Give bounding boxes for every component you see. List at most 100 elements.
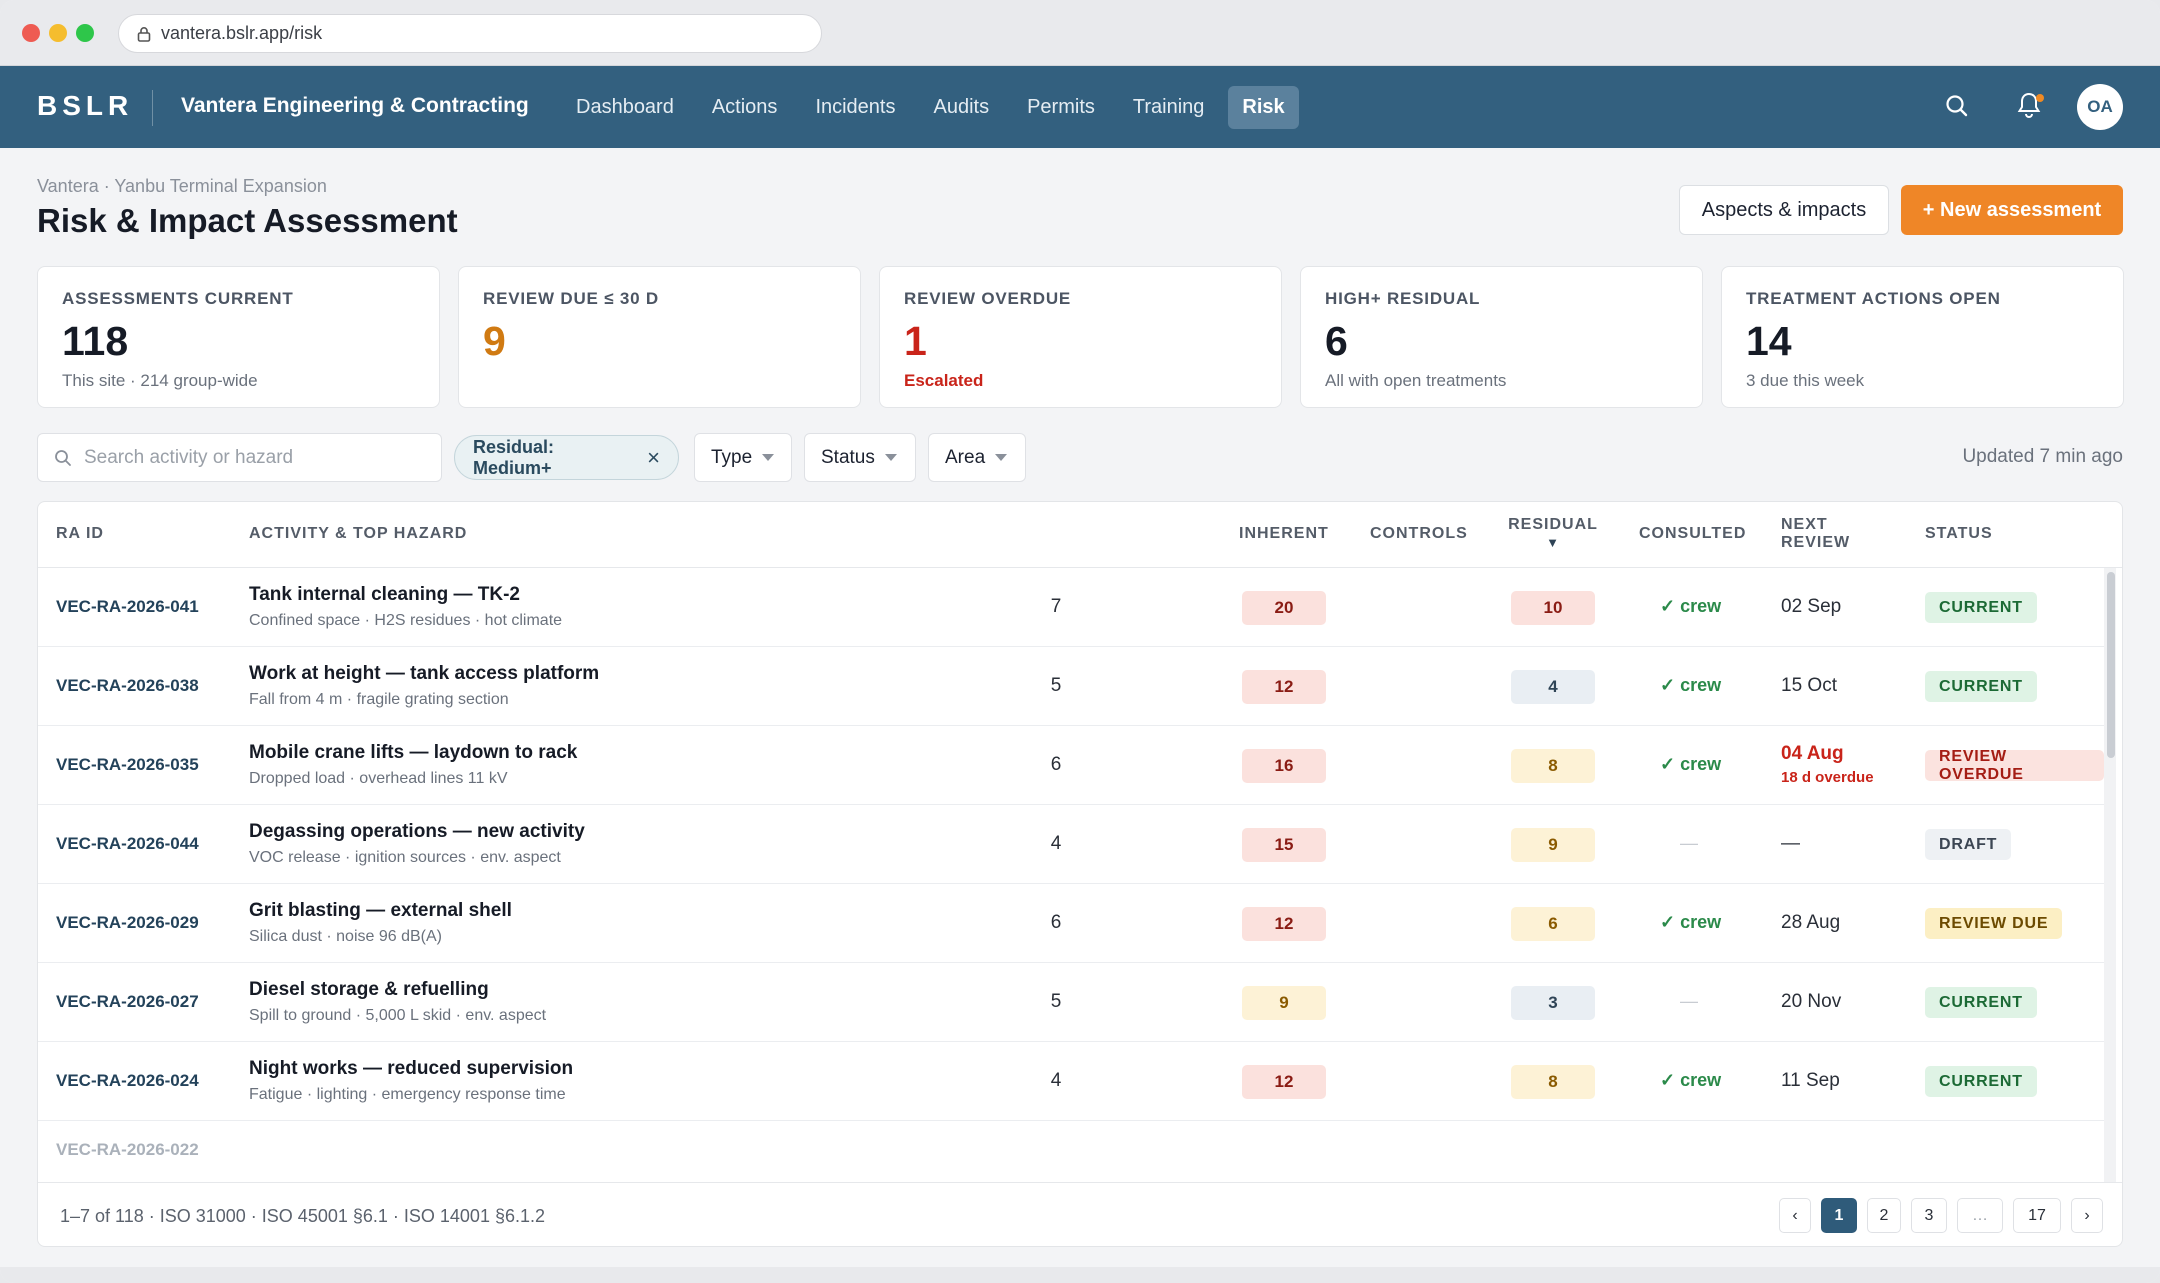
ra-id-link[interactable]: VEC-RA-2026-038 bbox=[56, 676, 199, 695]
page-button-17[interactable]: 17 bbox=[2013, 1198, 2061, 1233]
pagination-summary: 1–7 of 118 · ISO 31000 · ISO 45001 §6.1 … bbox=[60, 1206, 545, 1226]
chevron-down-icon bbox=[762, 454, 775, 461]
hazard-text: Dropped load · overhead lines 11 kV bbox=[249, 770, 508, 787]
activity-title: Tank internal cleaning — TK-2 bbox=[249, 584, 520, 605]
ra-id-link[interactable]: VEC-RA-2026-035 bbox=[56, 755, 199, 774]
ra-id-link[interactable]: VEC-RA-2026-027 bbox=[56, 992, 199, 1011]
activity-title: Mobile crane lifts — laydown to rack bbox=[249, 742, 578, 763]
nav-item-permits[interactable]: Permits bbox=[1027, 96, 1095, 118]
close-window-button[interactable] bbox=[22, 24, 40, 42]
controls-count: 7 bbox=[1050, 596, 1062, 617]
next-page-button[interactable]: › bbox=[2071, 1198, 2103, 1233]
kpi-label: REVIEW DUE ≤ 30 D bbox=[483, 289, 659, 308]
activity-title: Grit blasting — external shell bbox=[249, 900, 512, 921]
nav-item-actions[interactable]: Actions bbox=[711, 96, 778, 118]
browser-chrome: vantera.bslr.app/risk bbox=[0, 0, 2160, 66]
hazard-text: Fall from 4 m · fragile grating section bbox=[249, 691, 509, 708]
table-row[interactable]: VEC-RA-2026-035 Mobile crane lifts — lay… bbox=[38, 726, 2104, 805]
scrollbar-thumb[interactable] bbox=[2107, 572, 2115, 758]
page-button-3[interactable]: 3 bbox=[1911, 1198, 1947, 1233]
bell-icon[interactable] bbox=[2016, 90, 2042, 120]
page-button-1[interactable]: 1 bbox=[1821, 1198, 1857, 1233]
aspects-impacts-button[interactable]: Aspects & impacts bbox=[1679, 185, 1889, 235]
search-input[interactable]: Search activity or hazard bbox=[37, 433, 442, 482]
prev-page-button[interactable]: ‹ bbox=[1779, 1198, 1811, 1233]
sort-descending-icon: ▼ bbox=[1546, 535, 1560, 550]
area-dropdown-label: Area bbox=[945, 446, 986, 468]
kpi-card-review-overdue[interactable]: REVIEW OVERDUE 1 Escalated bbox=[879, 266, 1282, 408]
column-header-activity[interactable]: ACTIVITY & TOP HAZARD bbox=[249, 525, 468, 542]
status-badge: REVIEW OVERDUE bbox=[1925, 748, 2104, 783]
consulted-status: ✓ crew bbox=[1660, 675, 1722, 695]
nav-item-training[interactable]: Training bbox=[1132, 96, 1205, 118]
page-button-2[interactable]: 2 bbox=[1867, 1198, 1901, 1233]
kpi-label: ASSESSMENTS CURRENT bbox=[62, 289, 294, 308]
table-header: RA ID ACTIVITY & TOP HAZARD INHERENT CON… bbox=[38, 502, 2122, 568]
controls-count: 4 bbox=[1050, 1070, 1062, 1091]
activity-cell: Work at height — tank access platform Fa… bbox=[249, 663, 599, 709]
next-review-date: 02 Sep bbox=[1781, 596, 1842, 617]
activity-cell: Mobile crane lifts — laydown to rack Dro… bbox=[249, 742, 577, 788]
overdue-note: 18 d overdue bbox=[1781, 769, 1874, 786]
minimize-window-button[interactable] bbox=[49, 24, 67, 42]
column-header-ra-id[interactable]: RA ID bbox=[56, 525, 104, 542]
kpi-card-high-residual[interactable]: HIGH+ RESIDUAL 6 All with open treatment… bbox=[1300, 266, 1703, 408]
address-bar[interactable]: vantera.bslr.app/risk bbox=[118, 14, 822, 53]
table-row[interactable]: VEC-RA-2026-038 Work at height — tank ac… bbox=[38, 647, 2104, 726]
column-header-controls[interactable]: CONTROLS bbox=[1370, 525, 1468, 542]
column-header-residual[interactable]: RESIDUAL ▼ bbox=[1508, 516, 1598, 552]
type-dropdown[interactable]: Type bbox=[694, 433, 792, 482]
nav-item-risk[interactable]: Risk bbox=[1228, 86, 1299, 129]
status-dropdown[interactable]: Status bbox=[804, 433, 916, 482]
filter-chip-residual[interactable]: Residual: Medium+ × bbox=[454, 435, 679, 480]
next-review-header-line1: NEXT bbox=[1781, 516, 1828, 533]
inherent-score-badge: 9 bbox=[1242, 986, 1326, 1020]
area-dropdown[interactable]: Area bbox=[928, 433, 1026, 482]
table-row[interactable]: VEC-RA-2026-044 Degassing operations — n… bbox=[38, 805, 2104, 884]
activity-cell: Grit blasting — external shell Silica du… bbox=[249, 900, 512, 946]
url-text: vantera.bslr.app/risk bbox=[161, 23, 323, 43]
controls-count: 5 bbox=[1050, 991, 1062, 1012]
maximize-window-button[interactable] bbox=[76, 24, 94, 42]
consulted-status: ✓ crew bbox=[1660, 754, 1722, 774]
top-navigation: BSLR Vantera Engineering & Contracting D… bbox=[0, 66, 2160, 148]
table-row[interactable]: VEC-RA-2026-027 Diesel storage & refuell… bbox=[38, 963, 2104, 1042]
consulted-status: ✓ crew bbox=[1660, 596, 1722, 616]
activity-cell: Night works — reduced supervision Fatigu… bbox=[249, 1058, 573, 1104]
new-assessment-button[interactable]: + New assessment bbox=[1901, 185, 2123, 235]
column-header-inherent[interactable]: INHERENT bbox=[1239, 525, 1329, 542]
column-header-consulted[interactable]: CONSULTED bbox=[1639, 525, 1747, 542]
ra-id-link[interactable]: VEC-RA-2026-044 bbox=[56, 834, 199, 853]
ra-id-link[interactable]: VEC-RA-2026-029 bbox=[56, 913, 199, 932]
residual-score-badge: 4 bbox=[1511, 670, 1595, 704]
hazard-text: Spill to ground · 5,000 L skid · env. as… bbox=[249, 1007, 547, 1024]
kpi-label: REVIEW OVERDUE bbox=[904, 289, 1072, 308]
hazard-text: Confined space · H2S residues · hot clim… bbox=[249, 612, 563, 629]
close-icon[interactable]: × bbox=[647, 444, 660, 470]
nav-item-incidents[interactable]: Incidents bbox=[815, 96, 896, 118]
activity-cell: Degassing operations — new activity VOC … bbox=[249, 821, 585, 867]
nav-item-dashboard[interactable]: Dashboard bbox=[576, 96, 674, 118]
breadcrumb[interactable]: Vantera · Yanbu Terminal Expansion bbox=[37, 176, 327, 196]
next-review-date: 04 Aug bbox=[1781, 743, 1844, 764]
kpi-card-review-due[interactable]: REVIEW DUE ≤ 30 D 9 bbox=[458, 266, 861, 408]
residual-header-label: RESIDUAL bbox=[1508, 516, 1598, 533]
column-header-next-review[interactable]: NEXT REVIEW bbox=[1781, 516, 1850, 552]
avatar[interactable]: OA bbox=[2077, 84, 2123, 130]
ra-id-link[interactable]: VEC-RA-2026-041 bbox=[56, 597, 199, 616]
logo[interactable]: BSLR bbox=[37, 90, 134, 121]
table-row[interactable]: VEC-RA-2026-024 Night works — reduced su… bbox=[38, 1042, 2104, 1121]
kpi-card-assessments-current[interactable]: ASSESSMENTS CURRENT 118 This site · 214 … bbox=[37, 266, 440, 408]
search-icon[interactable] bbox=[1943, 92, 1971, 120]
kpi-card-treatment-actions[interactable]: TREATMENT ACTIONS OPEN 14 3 due this wee… bbox=[1721, 266, 2124, 408]
activity-title: Work at height — tank access platform bbox=[249, 663, 600, 684]
table-row[interactable]: VEC-RA-2026-029 Grit blasting — external… bbox=[38, 884, 2104, 963]
table-row[interactable]: VEC-RA-2026-041 Tank internal cleaning —… bbox=[38, 568, 2104, 647]
nav-item-audits[interactable]: Audits bbox=[933, 96, 990, 118]
ra-id-link[interactable]: VEC-RA-2026-024 bbox=[56, 1071, 199, 1090]
column-header-status[interactable]: STATUS bbox=[1925, 525, 1993, 542]
status-badge: CURRENT bbox=[1925, 671, 2037, 702]
partial-row-id[interactable]: VEC-RA-2026-022 bbox=[56, 1140, 199, 1159]
next-review-date: 28 Aug bbox=[1781, 912, 1841, 933]
